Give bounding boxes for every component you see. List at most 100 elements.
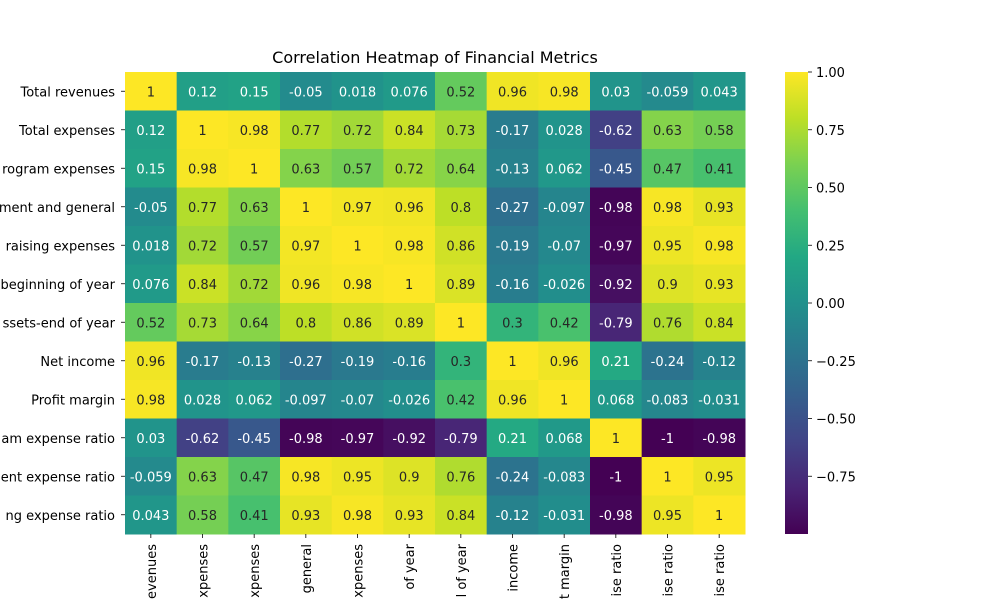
- cell-value-label: 0.95: [705, 470, 734, 485]
- cell-value-label: 0.73: [446, 124, 475, 139]
- heatmap-cell: [538, 341, 591, 381]
- heatmap-cell: [435, 187, 488, 227]
- cell-value-label: -0.62: [599, 124, 633, 139]
- heatmap-cell: [125, 187, 178, 227]
- cell-value-label: -0.05: [134, 201, 168, 216]
- heatmap-cell: [590, 495, 643, 535]
- cell-value-label: 0.72: [395, 162, 424, 177]
- heatmap-cell: [280, 226, 333, 265]
- cell-value-label: -1: [661, 432, 674, 447]
- heatmap-cell: [590, 380, 643, 419]
- heatmap-cell: [331, 72, 384, 111]
- cell-value-label: 1: [508, 355, 516, 370]
- heatmap-cell: [641, 226, 694, 265]
- heatmap-cell: [435, 110, 488, 150]
- heatmap-cell: [538, 303, 591, 342]
- heatmap-cell: [486, 303, 539, 342]
- heatmap-cell: [435, 264, 488, 304]
- heatmap-cell: [331, 341, 384, 381]
- cell-value-label: 0.076: [132, 278, 169, 293]
- heatmap-cell: [125, 226, 178, 265]
- cell-value-label: 0.72: [188, 239, 217, 254]
- heatmap-cell: [383, 226, 436, 265]
- heatmap-cell: [331, 149, 384, 188]
- row-label: Profit margin: [31, 393, 115, 408]
- cell-value-label: 0.03: [136, 432, 165, 447]
- heatmap-cell: [176, 341, 229, 381]
- cell-value-label: 0.89: [446, 278, 475, 293]
- cell-value-label: 0.9: [657, 278, 678, 293]
- row-label: ng expense ratio: [6, 509, 115, 524]
- cell-value-label: -0.92: [392, 432, 426, 447]
- cell-value-label: 0.076: [391, 85, 428, 100]
- heatmap-cell: [125, 264, 178, 304]
- cell-value-label: 0.76: [446, 470, 475, 485]
- heatmap-cell: [280, 149, 333, 188]
- cell-value-label: 0.028: [546, 124, 583, 139]
- heatmap-cell: [590, 303, 643, 342]
- cell-value-label: -0.12: [702, 355, 736, 370]
- row-label: rogram expenses: [2, 162, 115, 177]
- heatmap-cell: [435, 380, 488, 419]
- cell-value-label: 0.63: [240, 201, 269, 216]
- cell-value-label: 0.72: [343, 124, 372, 139]
- heatmap-cell: [383, 380, 436, 419]
- cell-value-label: 0.98: [343, 509, 372, 524]
- row-label: Total revenues: [20, 85, 116, 100]
- cell-value-label: 0.52: [136, 316, 165, 331]
- cell-value-label: -0.98: [599, 509, 633, 524]
- cell-value-label: 0.98: [240, 124, 269, 139]
- cell-value-label: 0.043: [701, 85, 738, 100]
- heatmap-cell: [693, 418, 746, 458]
- heatmap-cell: [641, 380, 694, 419]
- column-labels: evenues xpenses xpenses general xpenses of ye…: [145, 534, 728, 599]
- cell-value-label: -0.24: [651, 355, 685, 370]
- row-label: Net income: [40, 355, 115, 370]
- heatmap-cell: [486, 380, 539, 419]
- heatmap-cell: [693, 264, 746, 304]
- cell-value-label: 0.12: [188, 85, 217, 100]
- cell-value-label: 0.97: [343, 201, 372, 216]
- cell-value-label: -0.031: [543, 509, 585, 524]
- heatmap-cell: [693, 457, 746, 496]
- heatmap-cell: [228, 457, 281, 496]
- cell-value-label: 0.93: [291, 509, 320, 524]
- heatmap-cell: [693, 303, 746, 342]
- heatmap-cell: [228, 341, 281, 381]
- heatmap-cell: [228, 418, 281, 458]
- cell-value-label: -0.083: [543, 470, 585, 485]
- row-label: ent expense ratio: [1, 470, 115, 485]
- cell-value-label: 0.93: [705, 201, 734, 216]
- cell-value-label: 0.96: [136, 355, 165, 370]
- cell-value-label: 0.062: [546, 162, 583, 177]
- heatmap-cell: [590, 226, 643, 265]
- cell-value-label: -0.19: [341, 355, 375, 370]
- heatmap-cell: [176, 149, 229, 188]
- heatmap-cell: [538, 149, 591, 188]
- column-label: t margin: [558, 544, 573, 599]
- heatmap-cell: [228, 303, 281, 342]
- heatmap-cell: [435, 418, 488, 458]
- cell-value-label: 0.41: [240, 509, 269, 524]
- chart-title: Correlation Heatmap of Financial Metrics: [272, 48, 598, 67]
- heatmap-cell: [125, 341, 178, 381]
- cell-value-label: 0.58: [188, 509, 217, 524]
- cell-value-label: -0.031: [698, 393, 740, 408]
- cell-value-label: 0.21: [498, 432, 527, 447]
- cell-value-label: 0.76: [653, 316, 682, 331]
- heatmap-cell: [176, 380, 229, 419]
- column-label: of year: [403, 543, 418, 589]
- cell-value-label: -0.097: [543, 201, 585, 216]
- column-label: general: [300, 544, 315, 593]
- colorbar-tick-label: 0.25: [816, 239, 845, 254]
- heatmap-cell: [280, 264, 333, 304]
- cell-value-label: 0.96: [291, 278, 320, 293]
- heatmap-cell: [383, 303, 436, 342]
- heatmap-cell: [486, 418, 539, 458]
- cell-value-label: 0.73: [188, 316, 217, 331]
- colorbar-gradient: [785, 72, 808, 534]
- column-label: xpenses: [248, 544, 263, 598]
- cell-value-label: 0.98: [136, 393, 165, 408]
- heatmap-cell: [331, 187, 384, 227]
